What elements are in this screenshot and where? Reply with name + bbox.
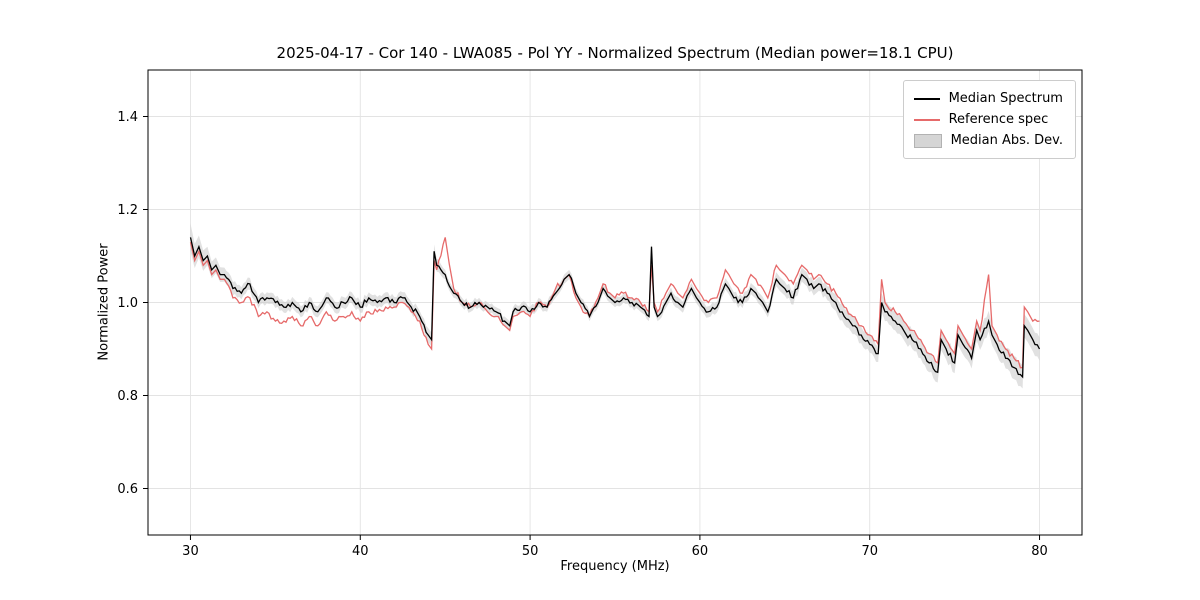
x-tick-label: 80 — [1031, 544, 1048, 559]
chart-title: 2025-04-17 - Cor 140 - LWA085 - Pol YY -… — [276, 44, 954, 62]
x-tick-label: 50 — [522, 544, 539, 559]
y-tick-label: 1.0 — [117, 296, 138, 311]
x-tick-label: 70 — [861, 544, 878, 559]
x-tick-label: 30 — [182, 544, 199, 559]
x-tick-label: 40 — [352, 544, 369, 559]
reference-line-swatch — [913, 118, 940, 121]
legend-item-reference: Reference spec — [913, 109, 1063, 130]
legend-item-median: Median Spectrum — [913, 88, 1063, 109]
y-tick-label: 1.4 — [117, 110, 138, 125]
y-tick-label: 1.2 — [117, 203, 138, 218]
y-tick-label: 0.6 — [117, 482, 138, 497]
median-line — [189, 237, 1041, 379]
legend-label-reference: Reference spec — [948, 112, 1049, 127]
median-line-swatch — [913, 97, 940, 100]
legend-label-mad: Median Abs. Dev. — [950, 133, 1063, 148]
x-axis-label: Frequency (MHz) — [560, 559, 670, 574]
x-tick-label: 60 — [692, 544, 709, 559]
legend-label-median: Median Spectrum — [948, 91, 1063, 106]
y-tick-label: 0.8 — [117, 389, 138, 404]
legend-item-mad: Median Abs. Dev. — [913, 130, 1063, 151]
reference-line — [189, 237, 1040, 369]
mad-band — [190, 223, 1040, 389]
y-axis-label: Normalized Power — [96, 243, 112, 361]
legend: Median Spectrum Reference spec Median Ab… — [902, 80, 1076, 159]
mad-band-swatch — [913, 133, 942, 148]
